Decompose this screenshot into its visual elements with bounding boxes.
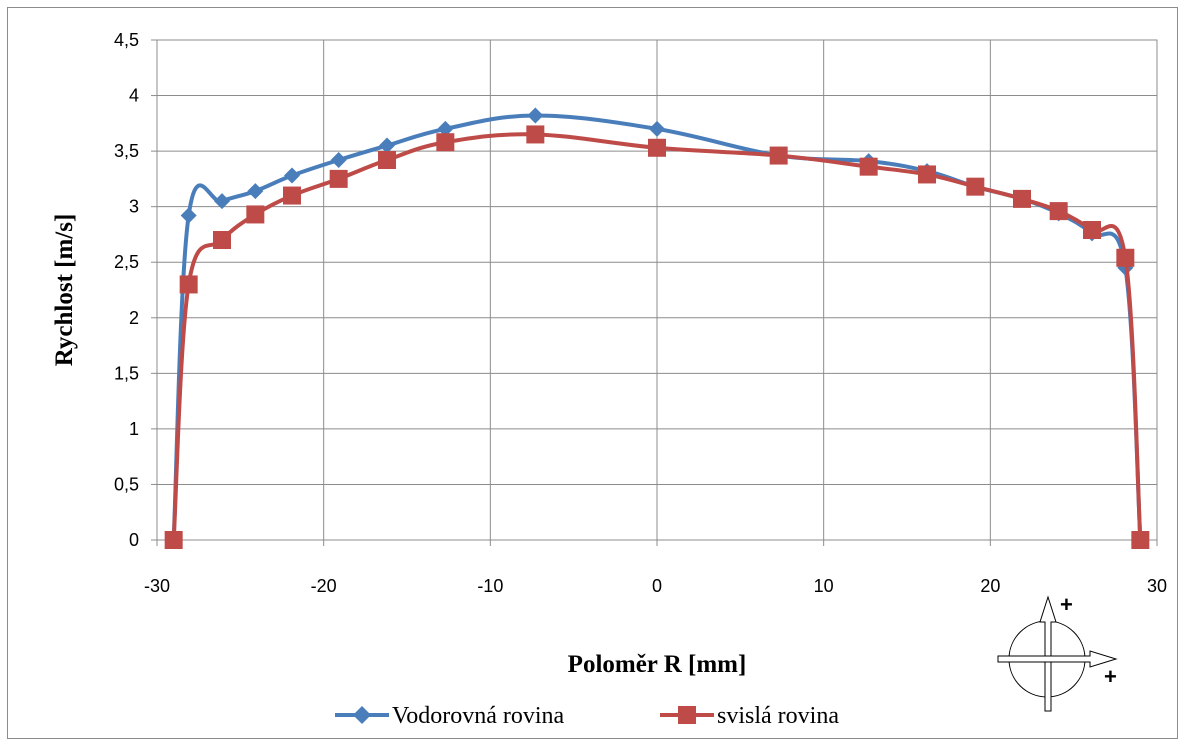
right-plus-sign: + <box>1104 664 1117 689</box>
y-tick-labels: 0 0,5 1 1,5 2 2,5 3 3,5 4 4,5 <box>114 30 139 550</box>
data-point-svisla <box>283 186 301 205</box>
data-point-svisla <box>769 146 788 165</box>
data-point-svisla <box>526 125 545 144</box>
legend-marker-vodorovna <box>353 706 371 724</box>
plot-area-border <box>156 39 1158 541</box>
x-tick-labels: -30 -20 -10 0 10 20 30 <box>144 576 1167 596</box>
y-tick-label: 2 <box>129 308 139 328</box>
data-point-svisla <box>966 177 985 196</box>
axes <box>151 39 1158 546</box>
x-tick-label: -10 <box>477 576 503 596</box>
data-point-vodorovna <box>527 107 544 124</box>
x-tick-label: -30 <box>144 576 170 596</box>
data-point-vodorovna <box>649 120 665 137</box>
data-point-svisla <box>179 275 198 294</box>
data-point-vodorovna <box>214 193 230 210</box>
orientation-symbol: + + <box>997 592 1118 712</box>
data-point-svisla <box>1116 248 1135 267</box>
x-tick-label: 0 <box>652 576 662 596</box>
data-point-svisla <box>1131 531 1150 549</box>
x-axis-title: Poloměr R [mm] <box>568 651 747 678</box>
data-point-svisla <box>1049 202 1068 221</box>
data-point-svisla <box>246 205 265 224</box>
y-axis-title: Rychlost [m/s] <box>51 214 78 367</box>
data-point-svisla <box>436 133 455 152</box>
data-point-svisla <box>648 138 666 157</box>
series-layer <box>164 107 1150 549</box>
data-point-svisla <box>859 157 878 176</box>
grid-lines <box>156 39 1158 541</box>
y-tick-label: 1,5 <box>114 363 139 383</box>
data-point-vodorovna <box>180 207 197 224</box>
y-tick-label: 2,5 <box>114 252 139 272</box>
data-point-svisla <box>329 169 348 188</box>
legend: Vodorovná rovina svislá rovina <box>335 703 839 729</box>
data-point-svisla <box>1083 221 1101 239</box>
legend-marker-svisla <box>678 706 696 724</box>
legend-label-vodorovna: Vodorovná rovina <box>392 703 565 729</box>
data-point-vodorovna <box>284 167 300 184</box>
x-tick-label: 10 <box>814 576 834 596</box>
data-point-vodorovna <box>379 137 395 154</box>
data-point-vodorovna <box>437 120 454 137</box>
y-tick-label: 4 <box>129 86 139 106</box>
horizontal-arrow-icon <box>997 650 1118 668</box>
y-tick-label: 3,5 <box>114 141 139 161</box>
y-tick-label: 4,5 <box>114 30 139 50</box>
y-tick-label: 3 <box>129 197 139 217</box>
y-tick-label: 0,5 <box>114 474 139 494</box>
vertical-arrow-icon <box>1039 595 1057 712</box>
x-tick-label: 20 <box>980 576 1000 596</box>
data-point-svisla <box>918 165 936 184</box>
legend-label-svisla: svislá rovina <box>717 703 839 729</box>
x-tick-label: 30 <box>1147 576 1167 596</box>
y-tick-label: 1 <box>129 419 139 439</box>
data-point-svisla <box>378 151 396 169</box>
up-plus-sign: + <box>1060 592 1073 617</box>
data-point-vodorovna <box>330 152 347 168</box>
x-tick-label: -20 <box>311 576 337 596</box>
data-point-svisla <box>164 531 183 549</box>
y-tick-label: 0 <box>129 530 139 550</box>
data-point-vodorovna <box>247 183 264 200</box>
data-point-svisla <box>213 231 231 249</box>
data-point-svisla <box>1013 189 1031 208</box>
